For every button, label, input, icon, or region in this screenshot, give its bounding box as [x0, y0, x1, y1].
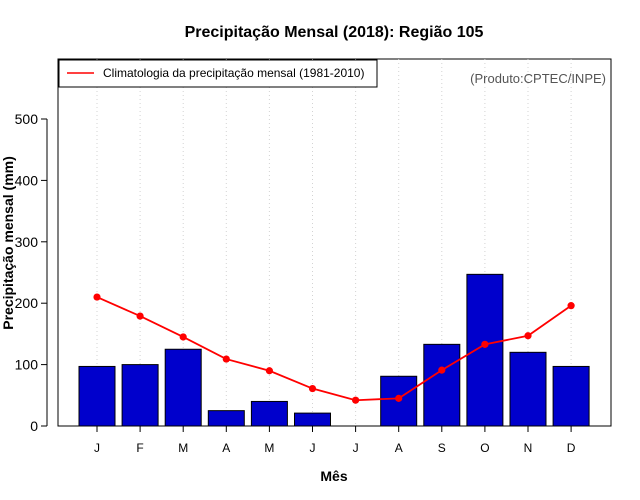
- y-tick-label: 500: [15, 111, 39, 127]
- climatology-point-4: [222, 355, 230, 363]
- climatology-point-6: [308, 384, 317, 393]
- x-tick-label: J: [310, 441, 316, 455]
- climatology-line: [96, 296, 572, 402]
- x-tick-label: N: [524, 441, 533, 455]
- climatology-point-3: [179, 333, 187, 341]
- x-axis-title: Mês: [320, 468, 347, 484]
- climatology-point-10: [481, 340, 489, 348]
- plot-frame: [57, 58, 612, 427]
- bar-1: [78, 365, 116, 427]
- x-tick-label: J: [94, 441, 100, 455]
- x-tick-label: F: [136, 441, 143, 455]
- climatology-point-5: [265, 367, 273, 375]
- bar-5: [250, 400, 288, 427]
- bar-6: [294, 412, 331, 427]
- climatology-point-1: [93, 293, 101, 301]
- bar-2: [121, 364, 159, 427]
- climatology-point-12: [567, 302, 575, 310]
- x-tick-label: J: [353, 441, 359, 455]
- climatology-point-9: [438, 366, 446, 374]
- legend-box: [58, 59, 378, 88]
- y-tick-label: 400: [15, 172, 39, 188]
- x-tick-label: M: [178, 441, 188, 455]
- bar-series: [78, 273, 590, 427]
- y-axis: 0 100 200 300 400 500: [15, 111, 48, 434]
- bar-11: [509, 351, 547, 427]
- chart-title: Precipitação Mensal (2018): Região 105: [185, 24, 484, 41]
- x-tick-label: O: [480, 441, 489, 455]
- y-axis-title: Precipitação mensal (mm): [0, 156, 16, 330]
- x-tick-label: D: [567, 441, 576, 455]
- y-tick-label: 300: [15, 234, 39, 250]
- climatology-point-8: [395, 394, 403, 402]
- bar-3: [164, 348, 202, 427]
- x-tick-label: M: [264, 441, 274, 455]
- x-tick-label: A: [395, 441, 403, 455]
- climatology-point-7: [352, 396, 360, 404]
- legend: Climatologia da precipitação mensal (198…: [58, 59, 378, 88]
- y-tick-label: 0: [30, 418, 38, 434]
- bar-9: [423, 343, 461, 427]
- climatology-series: [93, 293, 575, 404]
- y-tick-label: 200: [15, 295, 39, 311]
- bar-12: [552, 365, 590, 427]
- y-tick-label: 100: [15, 357, 39, 373]
- bar-4: [207, 410, 245, 427]
- climatology-point-2: [136, 312, 144, 320]
- source-annotation: (Produto:CPTEC/INPE): [470, 71, 606, 86]
- climatology-point-11: [524, 332, 532, 340]
- x-tick-label: A: [222, 441, 230, 455]
- x-tick-label: S: [438, 441, 446, 455]
- bar-10: [466, 273, 504, 427]
- legend-label: Climatologia da precipitação mensal (198…: [103, 66, 364, 80]
